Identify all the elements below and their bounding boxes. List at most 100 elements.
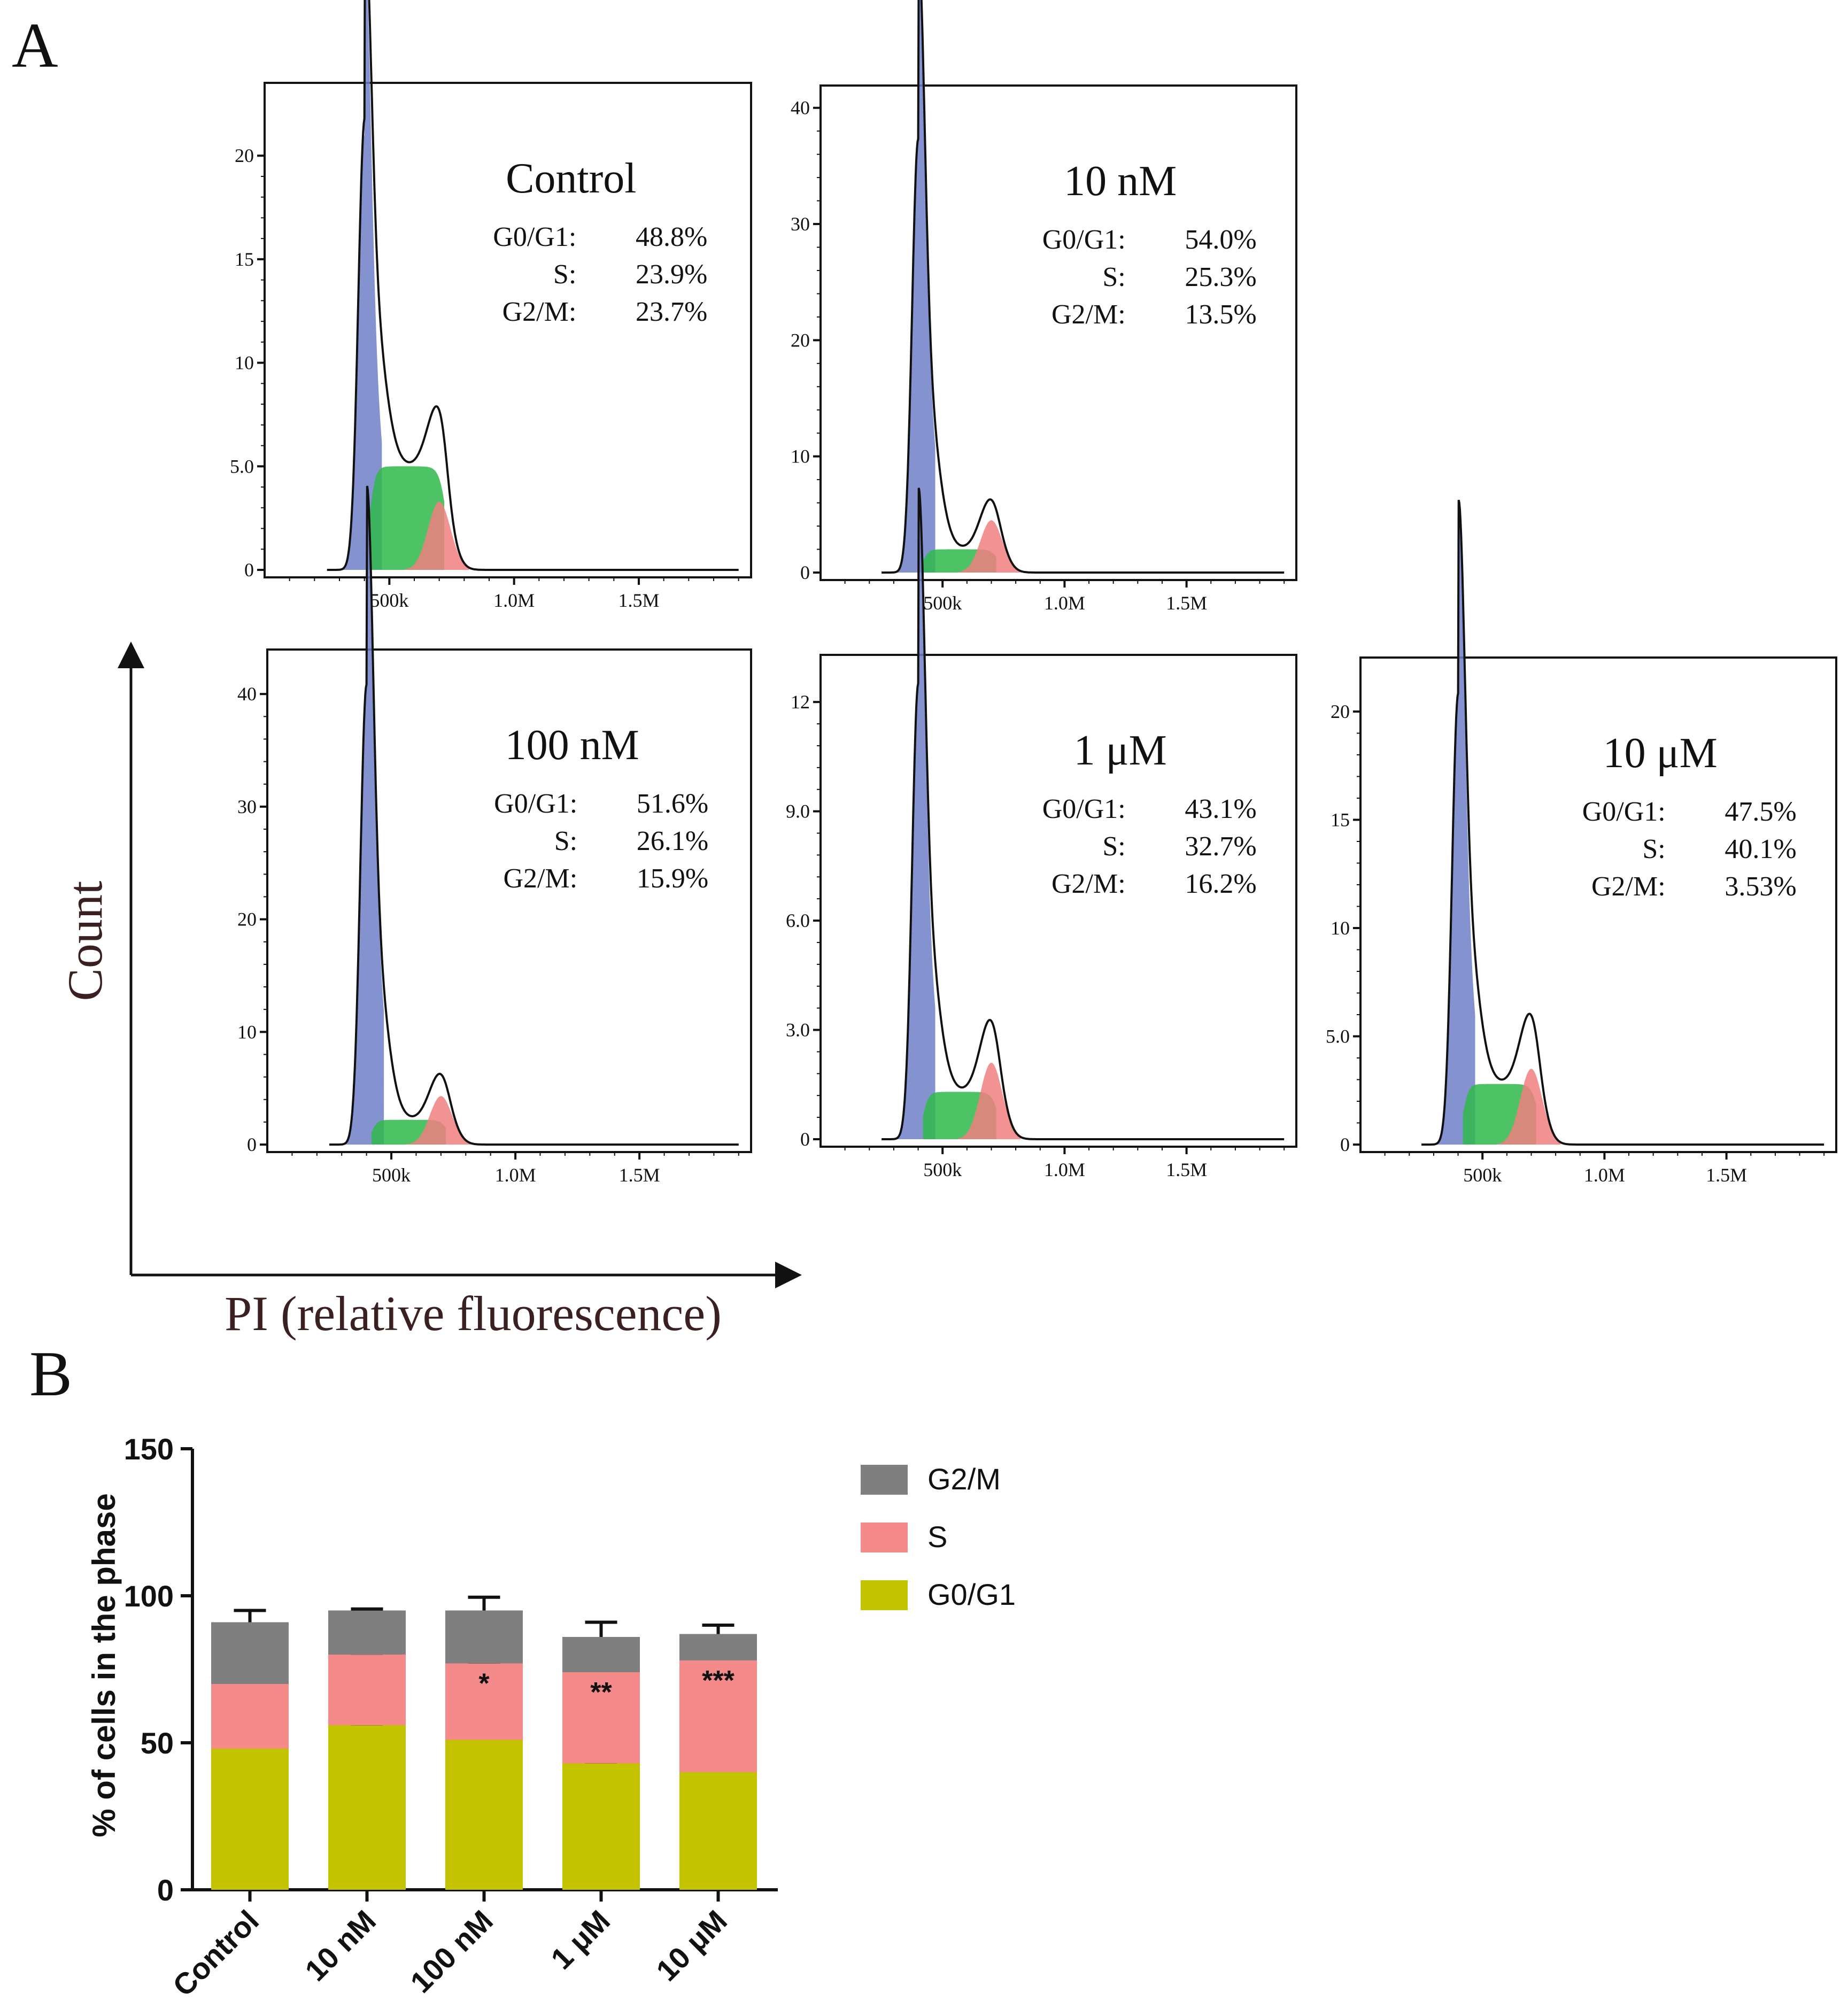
x-tick-label: 1.5M <box>619 1164 660 1186</box>
stat-label: G0/G1: <box>494 789 577 819</box>
stat-value: 32.7% <box>1185 831 1256 862</box>
legend-label: G0/G1 <box>927 1578 1016 1611</box>
stat-label: S: <box>554 826 577 856</box>
x-tick-label: 500k <box>923 1159 962 1180</box>
bar-segment-s <box>328 1655 406 1725</box>
legend-label: G2/M <box>927 1462 1001 1496</box>
total-count-line <box>882 488 1285 1140</box>
y-tick-label: 6.0 <box>786 910 810 931</box>
g0g1-area <box>893 497 935 1139</box>
bar-segment-s <box>211 1684 289 1749</box>
stat-value: 23.7% <box>636 297 707 327</box>
histogram-frame <box>819 654 1297 1148</box>
histogram-frame <box>1359 656 1837 1153</box>
stat-label: G2/M: <box>503 863 577 894</box>
y-tick-label: 20 <box>1331 701 1350 722</box>
x-tick-label: 500k <box>370 590 408 611</box>
significance-marker: ** <box>590 1677 612 1708</box>
panel-label-b: B <box>29 1338 72 1409</box>
g2m-area <box>957 520 1021 573</box>
x-tick-label: 1.5M <box>1166 1159 1207 1180</box>
stacked-bar-chart: 0 50 100 150% of cells in the phase Control 1… <box>86 1432 1016 2003</box>
bar-segment-g0g1 <box>211 1749 289 1890</box>
bar-segment-g2m <box>562 1637 640 1672</box>
stat-value: 23.9% <box>636 259 707 290</box>
y-tick-label: 10 <box>235 352 254 374</box>
stat-value: 15.9% <box>637 863 708 894</box>
g0g1-area <box>1433 511 1475 1145</box>
stat-label: G0/G1: <box>1582 797 1666 827</box>
y-tick-label: 40 <box>791 97 810 119</box>
bar-category-label: 1 μM <box>544 1904 616 1976</box>
legend-swatch <box>861 1465 908 1495</box>
y-tick-label: 15 <box>1331 809 1350 831</box>
bar-category-label: Control <box>166 1904 265 2003</box>
stat-label: G2/M: <box>1051 869 1126 899</box>
x-tick-label: 1.0M <box>493 590 535 611</box>
stat-value: 16.2% <box>1185 869 1256 899</box>
y-tick-label: 5.0 <box>230 455 254 477</box>
g2m-area <box>957 1062 1021 1139</box>
y-tick-label: 12 <box>791 691 810 713</box>
g2m-area <box>1497 1069 1561 1145</box>
stat-value: 54.0% <box>1185 225 1256 255</box>
stat-value: 13.5% <box>1185 299 1256 330</box>
y-tick-label: 9.0 <box>786 801 810 822</box>
y-tick-label: 0 <box>1340 1134 1350 1155</box>
g0g1-area <box>893 0 935 573</box>
histogram-frame <box>266 648 752 1153</box>
stat-label: G2/M: <box>1591 871 1666 902</box>
bar-segment-g2m <box>679 1634 757 1660</box>
y-tick-label: 20 <box>237 909 257 930</box>
stat-value: 43.1% <box>1185 794 1256 824</box>
stat-label: G0/G1: <box>493 222 576 252</box>
bar-segment-s <box>562 1672 640 1764</box>
total-count-line <box>1421 499 1824 1146</box>
total-count-line <box>329 485 739 1146</box>
histogram-frame <box>819 84 1297 581</box>
y-tick-label: 10 <box>791 446 810 467</box>
y-tick-label: 10 <box>1331 917 1350 939</box>
y-tick-label: 0 <box>800 1129 810 1150</box>
histogram-4: 0 3.0 6.0 9.0 12 500k 1.0M 1.5M 1 μM G0/G1: 43.1% S… <box>786 488 1297 1180</box>
x-tick-label: 1.0M <box>1044 1159 1085 1180</box>
bar-segment-s <box>679 1660 757 1772</box>
stat-label: S: <box>553 259 576 290</box>
stat-value: 26.1% <box>637 826 708 856</box>
histogram-3: 0 10 20 30 40 500k 1.0M 1.5M 100 nM G0/G1: 51.6% S:… <box>237 485 752 1186</box>
y-tick-label: 10 <box>237 1021 257 1042</box>
stat-label: G0/G1: <box>1042 225 1126 255</box>
y-tick-label: 30 <box>237 796 257 817</box>
legend-label: S <box>927 1520 947 1554</box>
legend-swatch <box>861 1523 908 1552</box>
bar-y-tick-label: 0 <box>157 1873 174 1907</box>
y-tick-label: 0 <box>247 1134 257 1155</box>
pi-axis-title: PI (relative fluorescence) <box>225 1286 722 1341</box>
histogram-title: 10 μM <box>1603 730 1718 777</box>
histogram-panels: 0 5.0 10 15 20 500k 1.0M 1.5M Control G0/G1: 48.8%… <box>230 0 1837 1186</box>
x-tick-label: 1.0M <box>495 1164 536 1186</box>
bar-y-tick-label: 50 <box>141 1726 174 1760</box>
stat-value: 51.6% <box>637 789 708 819</box>
x-tick-label: 500k <box>372 1164 411 1186</box>
histogram-title: Control <box>506 155 636 202</box>
stat-value: 40.1% <box>1725 834 1796 864</box>
x-tick-label: 1.0M <box>1584 1164 1625 1186</box>
total-count-line <box>882 0 1285 574</box>
stat-value: 48.8% <box>636 222 707 252</box>
x-tick-label: 1.5M <box>1706 1164 1747 1186</box>
bar-y-tick-label: 150 <box>124 1432 174 1466</box>
histogram-5: 0 5.0 10 15 20 500k 1.0M 1.5M 10 μM G0/G1: 47.5% S:… <box>1326 499 1837 1186</box>
bar-y-axis-title: % of cells in the phase <box>86 1493 122 1837</box>
g2m-area <box>406 1096 471 1145</box>
y-tick-label: 3.0 <box>786 1019 810 1041</box>
y-tick-label: 15 <box>235 249 254 270</box>
bar-category-label: 100 nM <box>404 1904 499 1999</box>
stat-label: S: <box>1642 834 1665 864</box>
total-count-line <box>327 0 739 571</box>
stat-value: 25.3% <box>1185 262 1256 292</box>
y-tick-label: 20 <box>235 145 254 166</box>
x-tick-label: 1.5M <box>618 590 659 611</box>
panel-label-a: A <box>12 10 58 81</box>
significance-marker: * <box>478 1668 490 1699</box>
